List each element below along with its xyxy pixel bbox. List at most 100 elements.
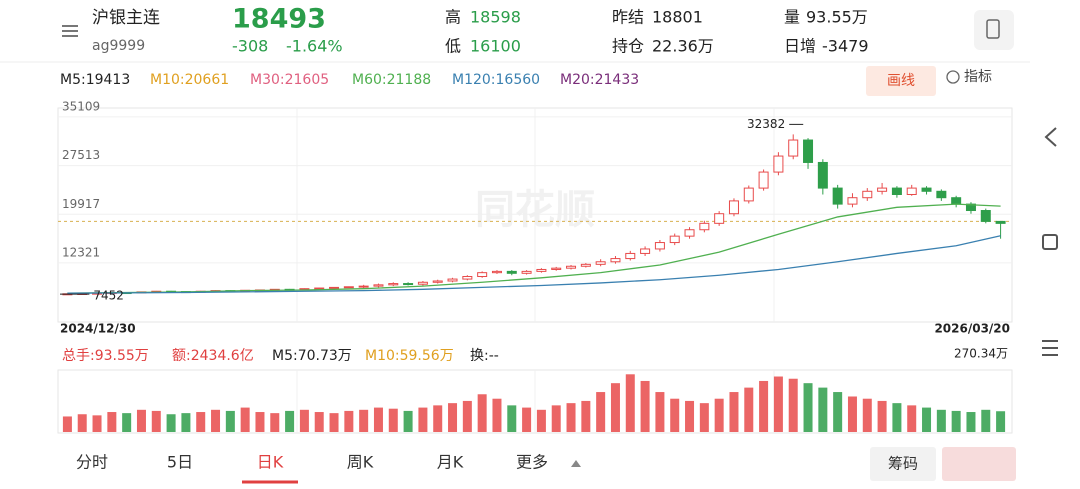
watermark: 同花顺 — [475, 187, 595, 233]
volume-bar — [729, 392, 739, 432]
volume-bar — [433, 405, 443, 432]
volume-legend-item: M5:70.73万 — [272, 348, 352, 364]
change-pct: -1.64% — [286, 37, 343, 56]
candle-body — [684, 229, 695, 237]
volume-bar — [196, 412, 206, 432]
candle-body — [654, 242, 665, 250]
volume-bar — [403, 410, 413, 432]
candle-body — [417, 281, 428, 285]
volume-bar — [670, 398, 680, 432]
candle-body — [477, 272, 488, 278]
volume-bar — [418, 407, 428, 432]
volume-bar — [996, 411, 1006, 432]
volume-bar — [344, 410, 354, 432]
candle-body — [343, 286, 354, 289]
recent-icon[interactable] — [1042, 340, 1058, 356]
volume-top-tick: 270.34万 — [954, 347, 1008, 361]
prev-close-label: 昨结 — [612, 8, 644, 27]
volume-bar — [522, 407, 532, 432]
menu-icon[interactable] — [62, 25, 78, 37]
candle-body — [847, 197, 858, 205]
volume-bar — [151, 410, 161, 432]
candle-body — [462, 276, 473, 280]
volume-legend-item: M10:59.56万 — [365, 348, 454, 364]
tab[interactable]: 5日 — [167, 453, 193, 472]
candle-body — [447, 278, 458, 282]
candle-body — [862, 190, 873, 199]
volume-bar — [640, 380, 650, 432]
volume-bar — [744, 387, 754, 432]
volume: 93.55万 — [806, 8, 868, 27]
draw-button[interactable] — [866, 66, 936, 96]
tab[interactable]: 日K — [257, 453, 284, 472]
volume-bar — [788, 378, 798, 432]
volume-bar — [862, 398, 872, 432]
volume-bar — [62, 416, 72, 432]
candle-body — [817, 161, 828, 189]
volume-bar — [759, 380, 769, 432]
daily-change-label: 日增 — [784, 37, 816, 56]
ma-line — [67, 203, 1001, 294]
draw-button-label[interactable]: 画线 — [887, 73, 915, 89]
home-icon[interactable] — [1042, 234, 1058, 250]
volume-bar — [981, 409, 991, 432]
tab[interactable]: 更多 — [516, 453, 548, 472]
volume-bar — [329, 413, 339, 432]
tab[interactable]: 分时 — [76, 453, 108, 472]
volume-bar — [922, 407, 932, 432]
chips-label[interactable]: 筹码 — [888, 455, 918, 473]
candle-body — [714, 213, 725, 224]
more-arrow — [571, 460, 581, 467]
candle-body — [388, 283, 399, 286]
candle-body — [965, 203, 976, 212]
volume-bar — [211, 409, 221, 432]
volume-bar — [448, 403, 458, 432]
volume-legend-item: 换:-- — [470, 347, 499, 364]
candle-body — [566, 265, 577, 269]
tab[interactable]: 周K — [347, 453, 374, 472]
order-button[interactable] — [942, 447, 1016, 481]
candle-body — [832, 187, 843, 205]
tab[interactable]: 月K — [437, 453, 464, 472]
candle-body — [758, 171, 769, 189]
volume-legend-item: 额:2434.6亿 — [172, 348, 254, 364]
device-icon — [986, 19, 1000, 39]
low: 16100 — [470, 37, 521, 56]
open-interest-label: 持仓 — [612, 37, 644, 56]
candle-body — [699, 222, 710, 231]
change: -308 — [232, 37, 268, 56]
volume-bar — [655, 392, 665, 432]
volume-bar — [166, 414, 176, 432]
device-button[interactable] — [974, 10, 1014, 50]
volume-bar — [225, 410, 235, 432]
y-tick-label: 19917 — [62, 197, 100, 211]
volume-bar — [299, 409, 309, 432]
volume-bar — [685, 400, 695, 432]
candle-body — [995, 220, 1006, 224]
candle-body — [936, 190, 947, 199]
volume-label: 量 — [784, 8, 800, 27]
indicator-button[interactable]: 指标 — [964, 69, 992, 85]
volume-bar — [270, 413, 280, 432]
ma-legend-item: M10:20661 — [150, 72, 229, 88]
volume-bar — [566, 403, 576, 432]
back-icon[interactable] — [1044, 127, 1057, 147]
candle-body — [980, 210, 991, 222]
ma-legend-item: M5:19413 — [60, 72, 130, 88]
candle-body — [403, 283, 414, 286]
volume-legend-item: 总手:93.55万 — [62, 348, 149, 364]
volume-bar — [240, 407, 250, 432]
volume-bar — [462, 400, 472, 432]
volume-bar — [625, 374, 635, 432]
candle-body — [669, 235, 680, 244]
candle-body — [891, 187, 902, 195]
candle-body — [743, 187, 754, 202]
volume-bar — [507, 405, 517, 432]
candle-body — [921, 187, 932, 192]
candle-body — [906, 187, 917, 195]
open-interest: 22.36万 — [652, 37, 714, 56]
chips-button[interactable] — [870, 447, 936, 481]
high-label: 高 — [445, 8, 461, 27]
candle-body — [877, 187, 888, 192]
